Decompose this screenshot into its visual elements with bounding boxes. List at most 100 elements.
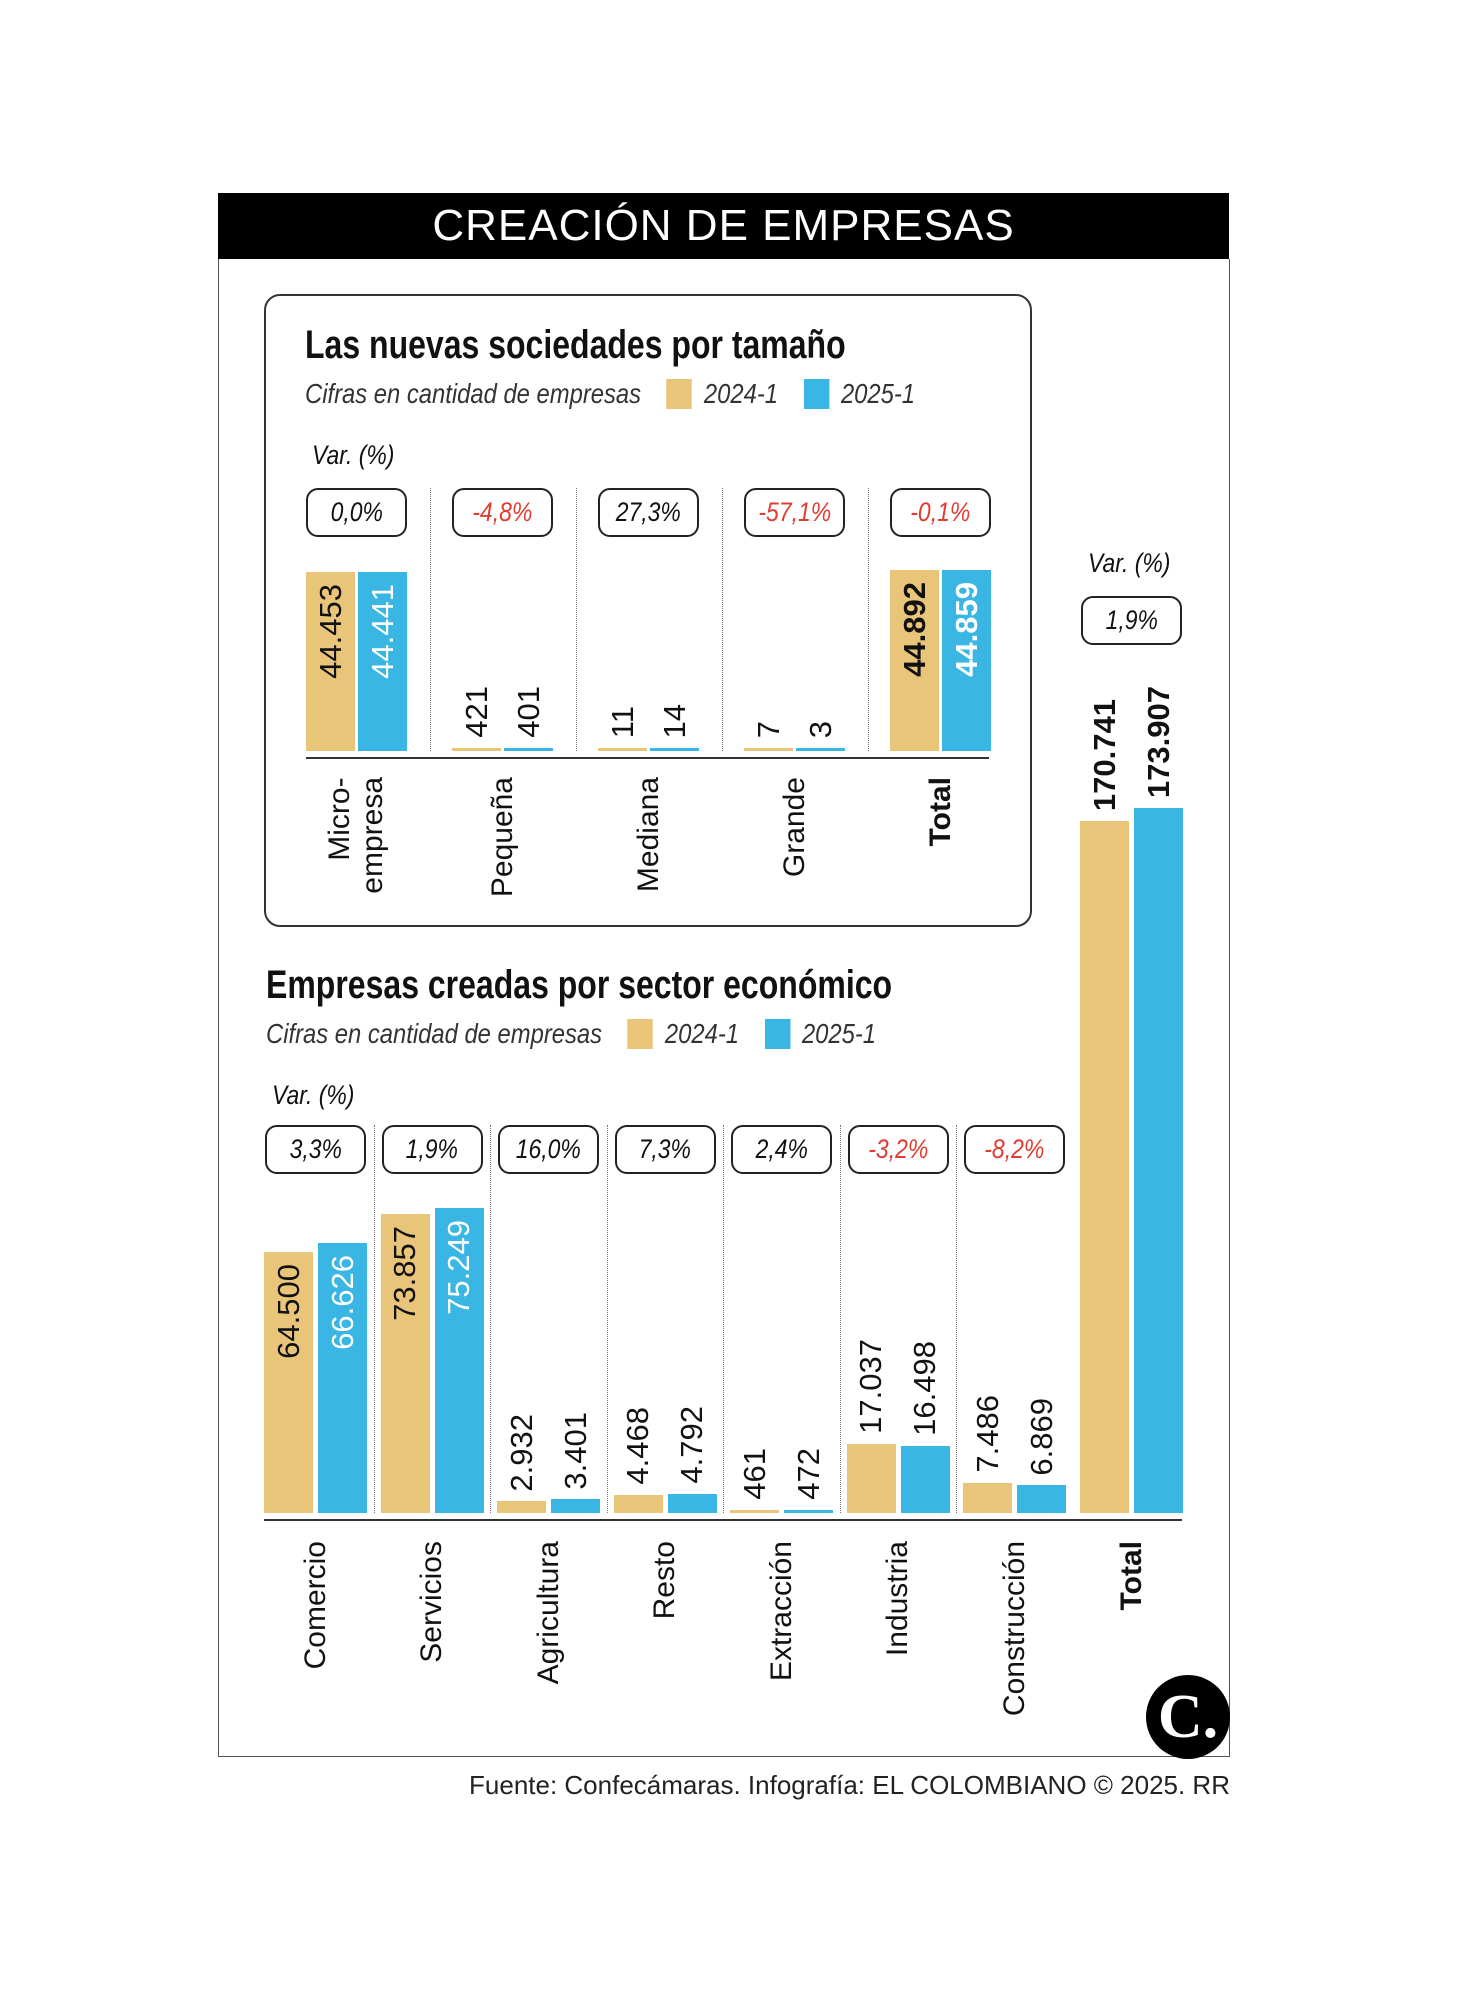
sector-bar-2025-1 [1017,1485,1066,1513]
sector-separator [723,1125,725,1513]
size-variation-badge: -57,1% [744,488,845,537]
size-separator [429,488,431,751]
variation-value: 7,3% [638,1134,692,1164]
sector-category-label: Comercio [298,1541,332,1670]
size-chart-var-label: Var. (%) [312,440,395,470]
size-value-label: 14 [656,703,692,738]
sector-value-label: 75.249 [441,1219,476,1315]
variation-value: 1,9% [405,1134,459,1164]
total-variation-badge: 1,9% [1081,596,1182,645]
variation-value: 27,3% [615,497,682,527]
sector-bar-2025-1 [784,1510,833,1513]
sector-separator [606,1125,608,1513]
sector-value-label: 7.486 [969,1395,1005,1473]
sector-separator [956,1125,958,1513]
variation-value: -8,2% [984,1134,1045,1164]
size-variation-badge: -0,1% [890,488,991,537]
size-bar-2025-1 [796,748,845,751]
size-bar-2024-1 [452,748,501,751]
sector-value-label: 73.857 [387,1225,422,1321]
variation-value: -0,1% [910,497,971,527]
legend-label-2025: 2025-1 [801,1018,877,1049]
size-value-label: 44.859 [948,582,984,677]
sector-category-label: Agricultura [531,1541,565,1685]
sector-variation-badge: 1,9% [381,1125,483,1174]
size-chart-subtitle-row: Cifras en cantidad de empresas 2024-1 20… [305,378,915,410]
sector-category-label: Servicios [415,1541,448,1663]
size-bar-2025-1 [358,571,407,751]
size-value-label: 11 [604,705,640,738]
size-value-label: 44.892 [896,582,932,677]
variation-value: 3,3% [289,1134,342,1164]
variation-value: 1,9% [1105,605,1158,635]
infographic-frame [218,259,1230,1757]
sector-value-label: 3.401 [557,1411,593,1490]
sector-variation-badge: 2,4% [731,1125,832,1174]
sector-chart-var-label: Var. (%) [272,1080,355,1110]
sector-variation-badge: 3,3% [265,1125,366,1174]
variation-value: 0,0% [330,497,383,527]
size-bar-2025-1 [504,748,553,751]
sector-value-label: 64.500 [270,1263,306,1359]
sector-bar-2025-1 [434,1207,484,1513]
size-chart-box [264,294,1032,927]
variation-value: -57,1% [758,497,831,527]
sector-variation-badge: 16,0% [498,1125,599,1174]
sector-bar-2025-1 [551,1499,600,1513]
sector-variation-badge: 7,3% [614,1125,716,1174]
sector-separator [490,1125,492,1513]
size-bar-2025-1 [942,570,991,751]
sector-value-label: 472 [790,1448,826,1500]
legend-label-2024: 2024-1 [664,1018,740,1049]
total-bar-2025-1 [1134,808,1183,1513]
infographic-header: CREACIÓN DE EMPRESAS [218,193,1229,259]
size-chart-title: Las nuevas sociedades por tamaño [305,323,846,367]
size-category-label: Total [923,777,957,847]
size-variation-badge: -4,8% [452,488,553,537]
el-colombiano-logo: C. [1146,1675,1230,1759]
sector-value-label: 2.932 [503,1413,539,1492]
sector-value-label: 66.626 [324,1254,360,1350]
size-chart-subtitle: Cifras en cantidad de empresas [305,378,642,409]
sector-separator [373,1125,375,1513]
size-value-label: 44.441 [364,583,400,679]
sector-bar-2024-1 [497,1501,546,1513]
sector-variation-badge: -3,2% [847,1125,949,1174]
variation-value: 2,4% [755,1134,808,1164]
sector-bar-2024-1 [846,1443,896,1513]
size-bar-2024-1 [598,748,647,751]
legend-swatch-2024 [627,1019,654,1049]
size-separator [721,488,723,751]
sector-chart-axis [264,1519,1182,1521]
size-bar-2024-1 [744,748,793,751]
legend-label-2025: 2025-1 [840,378,916,409]
variation-value: 16,0% [515,1134,582,1164]
size-bar-2024-1 [890,570,939,751]
legend-swatch-2024 [666,379,693,409]
sector-value-label: 461 [736,1448,772,1500]
sector-bar-2024-1 [963,1482,1012,1513]
sector-value-label: 16.498 [907,1341,942,1437]
size-variation-badge: 27,3% [598,488,699,537]
sector-bar-2025-1 [900,1446,950,1513]
size-category-label: Micro- empresa [322,777,389,894]
sector-variation-badge: -8,2% [964,1125,1065,1174]
legend-swatch-2025 [764,1019,791,1049]
size-category-label: Grande [777,777,811,878]
sector-value-label: 6.869 [1023,1397,1059,1476]
sector-bar-2024-1 [264,1251,313,1513]
sector-value-label: 4.468 [620,1407,655,1485]
legend-label-2024: 2024-1 [703,378,779,409]
sector-chart-title: Empresas creadas por sector económico [266,963,893,1007]
variation-value: -3,2% [868,1134,928,1164]
total-value-label: 170.741 [1086,698,1122,811]
sector-bar-2024-1 [730,1510,779,1513]
size-variation-badge: 0,0% [306,488,407,537]
legend-swatch-2025 [803,379,830,409]
size-separator [575,488,577,751]
size-value-label: 44.453 [312,583,348,679]
size-chart-axis [306,757,989,759]
size-bar-2025-1 [650,748,699,751]
sector-category-label: Extracción [764,1541,798,1682]
size-value-label: 3 [802,720,838,738]
